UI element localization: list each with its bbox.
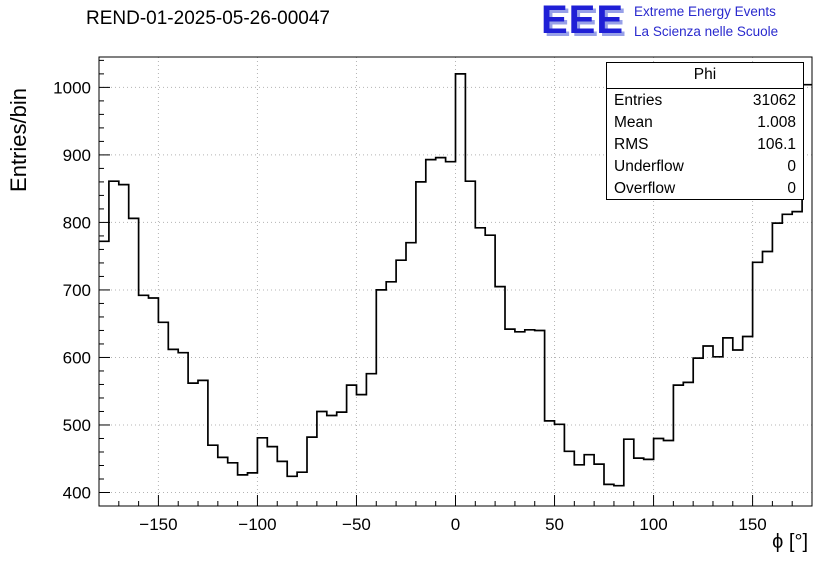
stats-label: Mean — [614, 113, 653, 131]
eee-logo-subtitles: Extreme Energy Events La Scienza nelle S… — [634, 0, 778, 40]
svg-text:500: 500 — [63, 416, 91, 435]
stats-value: 106.1 — [757, 135, 796, 153]
stats-row: Overflow 0 — [607, 177, 803, 199]
stats-row: Underflow 0 — [607, 155, 803, 177]
stats-box: Phi Entries 31062 Mean 1.008 RMS 106.1 U… — [606, 62, 804, 200]
svg-text:600: 600 — [63, 348, 91, 367]
svg-text:−150: −150 — [139, 515, 177, 534]
svg-text:−100: −100 — [238, 515, 276, 534]
svg-text:400: 400 — [63, 483, 91, 502]
svg-text:Entries/bin: Entries/bin — [6, 88, 31, 192]
stats-label: Entries — [614, 91, 663, 109]
svg-text:ϕ [°]: ϕ [°] — [772, 531, 808, 553]
plot-title: REND-01-2025-05-26-00047 — [86, 8, 330, 29]
stats-value: 1.008 — [757, 113, 796, 131]
svg-text:100: 100 — [639, 515, 667, 534]
stats-label: Overflow — [614, 179, 676, 197]
stats-row: Mean 1.008 — [607, 111, 803, 133]
stats-title: Phi — [607, 63, 803, 89]
svg-text:0: 0 — [451, 515, 460, 534]
svg-text:−50: −50 — [342, 515, 371, 534]
eee-logo-text: EEE — [541, 0, 625, 42]
stats-value: 0 — [787, 157, 796, 175]
eee-logo: EEE Extreme Energy Events La Scienza nel… — [541, 0, 778, 40]
stats-label: RMS — [614, 135, 649, 153]
logo-subtitle-2: La Scienza nelle Scuole — [634, 24, 779, 39]
svg-text:700: 700 — [63, 281, 91, 300]
logo-subtitle-1: Extreme Energy Events — [634, 4, 776, 19]
svg-text:50: 50 — [545, 515, 564, 534]
stats-value: 0 — [787, 179, 796, 197]
stats-row: RMS 106.1 — [607, 133, 803, 155]
svg-text:900: 900 — [63, 146, 91, 165]
svg-text:800: 800 — [63, 213, 91, 232]
stats-value: 31062 — [752, 91, 796, 109]
svg-text:1000: 1000 — [53, 78, 91, 97]
stats-label: Underflow — [614, 157, 684, 175]
svg-text:150: 150 — [738, 515, 766, 534]
stats-row: Entries 31062 — [607, 89, 803, 111]
